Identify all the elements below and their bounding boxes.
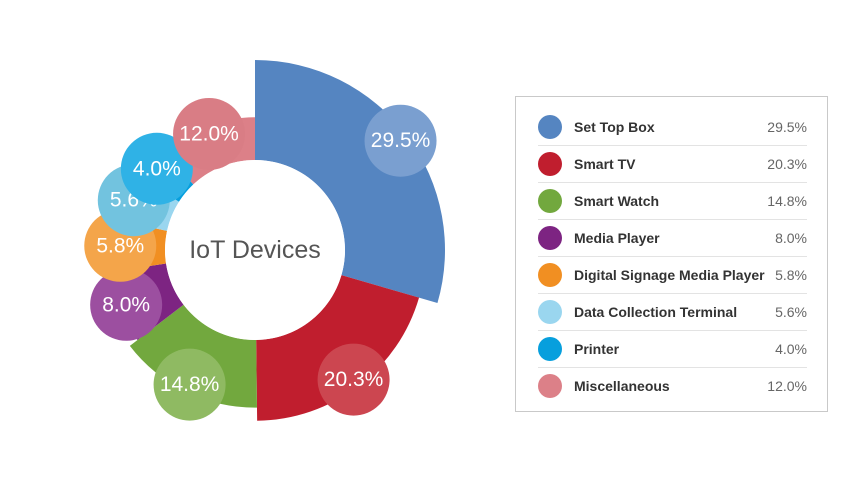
legend-swatch: [538, 263, 562, 287]
data-label: 14.8%: [160, 373, 220, 396]
bubble-smart-watch: 14.8%: [153, 348, 226, 421]
legend-label: Miscellaneous: [574, 378, 670, 394]
legend-item-miscellaneous: Miscellaneous 12.0%: [538, 368, 807, 404]
legend-swatch: [538, 226, 562, 250]
legend-swatch: [538, 115, 562, 139]
legend-value: 8.0%: [775, 230, 807, 246]
legend-label: Smart Watch: [574, 193, 660, 209]
legend-item-smart-tv: Smart TV 20.3%: [538, 146, 807, 183]
slice-set-top-box: [255, 60, 446, 304]
legend-swatch: [538, 337, 562, 361]
legend-value: 14.8%: [767, 193, 807, 209]
legend-item-media-player: Media Player 8.0%: [538, 220, 807, 257]
legend-item-data-collection-terminal: Data Collection Terminal 5.6%: [538, 294, 807, 331]
bubble-smart-tv: 20.3%: [317, 343, 390, 416]
bubble-circle: [317, 343, 390, 416]
bubble-set-top-box: 29.5%: [364, 104, 437, 177]
legend-value: 29.5%: [767, 119, 807, 135]
legend-label: Smart TV: [574, 156, 636, 172]
legend-label: Digital Signage Media Player: [574, 267, 765, 283]
bubble-circle: [90, 268, 163, 341]
legend-item-printer: Printer 4.0%: [538, 331, 807, 368]
legend: Set Top Box 29.5% Smart TV 20.3% Smart Watch…: [515, 96, 828, 412]
bubble-printer: 4.0%: [120, 132, 193, 205]
legend-value: 4.0%: [775, 341, 807, 357]
bubbles-layer: 29.5%20.3%14.8%8.0%5.8%5.6%4.0%12.0%: [84, 97, 437, 421]
legend-item-set-top-box: Set Top Box 29.5%: [538, 109, 807, 146]
data-label: 5.8%: [96, 234, 144, 257]
legend-label: Set Top Box: [574, 119, 655, 135]
data-label: 12.0%: [179, 122, 239, 145]
legend-swatch: [538, 152, 562, 176]
data-label: 4.0%: [133, 157, 181, 180]
pie-chart: IoT Devices 29.5%20.3%14.8%8.0%5.8%5.6%4…: [84, 60, 446, 421]
legend-value: 5.8%: [775, 267, 807, 283]
legend-swatch: [538, 189, 562, 213]
center-label: IoT Devices: [189, 236, 321, 264]
center-hole: [165, 160, 345, 340]
legend-swatch: [538, 374, 562, 398]
bubble-circle: [153, 348, 226, 421]
legend-swatch: [538, 300, 562, 324]
data-label: 29.5%: [371, 129, 431, 152]
bubble-circle: [173, 97, 246, 170]
legend-value: 20.3%: [767, 156, 807, 172]
bubble-media-player: 8.0%: [90, 268, 163, 341]
bubble-miscellaneous: 12.0%: [173, 97, 246, 170]
data-label: 8.0%: [102, 293, 150, 316]
legend-item-smart-watch: Smart Watch 14.8%: [538, 183, 807, 220]
data-label: 20.3%: [324, 368, 384, 391]
legend-label: Printer: [574, 341, 620, 357]
legend-label: Data Collection Terminal: [574, 304, 738, 320]
bubble-circle: [364, 104, 437, 177]
legend-value: 5.6%: [775, 304, 807, 320]
legend-value: 12.0%: [767, 378, 807, 394]
legend-item-digital-signage-media-player: Digital Signage Media Player 5.8%: [538, 257, 807, 294]
bubble-circle: [120, 132, 193, 205]
legend-label: Media Player: [574, 230, 660, 246]
